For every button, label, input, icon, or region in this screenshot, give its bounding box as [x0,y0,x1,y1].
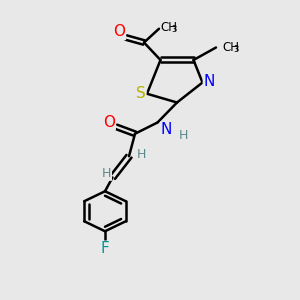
Text: F: F [100,241,109,256]
Text: H: H [179,129,188,142]
Text: S: S [136,86,146,101]
Text: 3: 3 [233,46,239,55]
Text: O: O [103,115,115,130]
Text: CH: CH [160,21,178,34]
Text: O: O [113,25,125,40]
Text: H: H [102,167,111,180]
Text: N: N [161,122,172,137]
Text: N: N [203,74,215,89]
Text: H: H [136,148,146,161]
Text: 3: 3 [171,26,177,34]
Text: CH: CH [223,41,240,54]
